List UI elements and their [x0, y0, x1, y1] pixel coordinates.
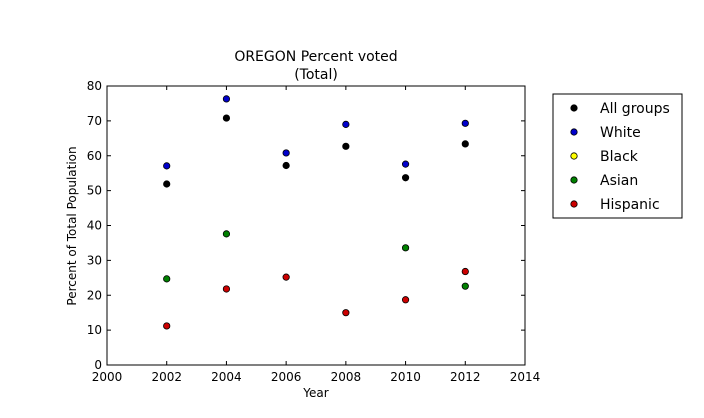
- y-axis-label: Percent of Total Population: [65, 146, 79, 305]
- y-tick-label: 40: [87, 219, 102, 233]
- legend-label-asian: Asian: [600, 173, 638, 189]
- point-all-groups: [222, 114, 231, 122]
- x-tick-label: 2008: [331, 370, 362, 384]
- y-tick-label: 0: [94, 358, 102, 372]
- y-tick-label: 30: [87, 253, 102, 267]
- x-axis-label: Year: [302, 386, 328, 400]
- point-white: [342, 120, 350, 128]
- point-white: [401, 160, 410, 168]
- point-white: [461, 119, 469, 127]
- legend-marker-black: [570, 152, 578, 160]
- x-tick-label: 2010: [390, 370, 421, 384]
- data-points: [163, 95, 469, 330]
- y-tick-label: 20: [87, 288, 102, 302]
- x-tick-label: 2006: [271, 370, 302, 384]
- y-tick-label: 10: [87, 323, 102, 337]
- legend-label-hispanic: Hispanic: [600, 197, 660, 213]
- point-white: [282, 149, 290, 157]
- legend-label-white: White: [600, 125, 641, 141]
- chart-title: OREGON Percent voted: [234, 49, 397, 65]
- x-axis: 2000 2002 2004 2006 2008 2010 2012 2014: [92, 86, 541, 384]
- point-hispanic: [461, 267, 469, 276]
- plot-area: [106, 85, 526, 366]
- legend-marker-asian: [570, 176, 578, 184]
- legend-marker-all-groups: [570, 104, 578, 112]
- point-white: [163, 162, 171, 170]
- legend-label-black: Black: [600, 149, 639, 165]
- x-tick-label: 2000: [92, 370, 123, 384]
- legend-marker-white: [570, 128, 578, 136]
- point-all-groups: [342, 142, 350, 150]
- x-tick-label: 2012: [450, 370, 481, 384]
- chart-subtitle: (Total): [294, 67, 338, 83]
- x-tick-label: 2002: [151, 370, 182, 384]
- point-white: [222, 95, 231, 103]
- point-all-groups: [461, 140, 469, 148]
- x-tick-label: 2004: [211, 370, 242, 384]
- point-all-groups: [401, 174, 410, 182]
- y-tick-label: 70: [87, 114, 102, 128]
- legend: All groups White Black Asian Hispanic: [552, 93, 683, 219]
- point-hispanic: [163, 322, 171, 330]
- point-asian: [163, 275, 171, 283]
- point-hispanic: [222, 285, 231, 293]
- y-tick-label: 80: [87, 79, 102, 93]
- point-asian: [461, 282, 469, 290]
- y-axis: 0 10 20 30 40 50 60 70 80: [87, 79, 525, 372]
- point-all-groups: [163, 180, 171, 188]
- point-hispanic: [401, 296, 410, 304]
- legend-label-all-groups: All groups: [600, 101, 670, 117]
- point-all-groups: [282, 161, 290, 170]
- point-hispanic: [282, 273, 290, 281]
- y-tick-label: 50: [87, 184, 102, 198]
- point-asian: [401, 244, 410, 252]
- point-hispanic: [342, 309, 350, 317]
- y-tick-label: 60: [87, 149, 102, 163]
- point-asian: [222, 230, 231, 238]
- legend-marker-hispanic: [570, 200, 578, 208]
- x-tick-label: 2014: [510, 370, 541, 384]
